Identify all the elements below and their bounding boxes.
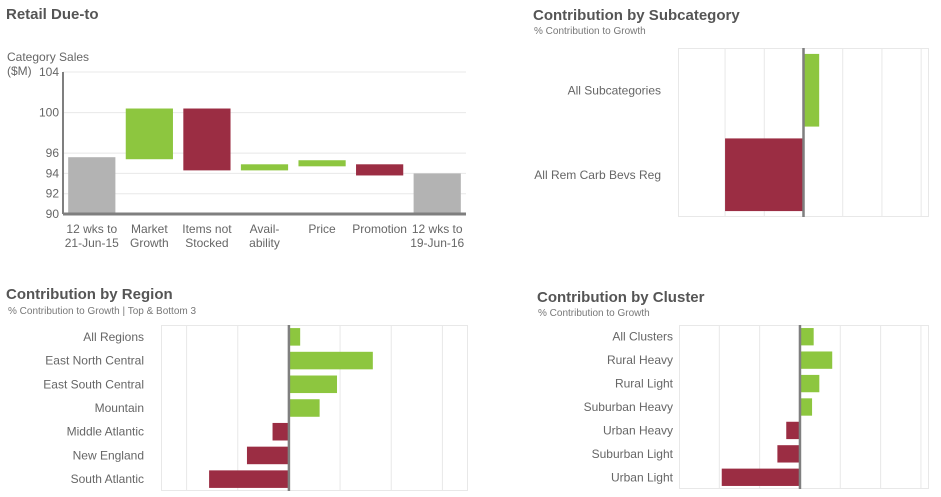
region-bar [288,375,338,394]
region-category-label: East North Central [45,354,144,368]
region-category-label: All Regions [83,330,144,344]
waterfall-bar [183,108,231,171]
region-bar [272,422,289,441]
cluster-category-label: Suburban Heavy [584,400,673,414]
waterfall-ylabel-line1: Category Sales [7,50,90,64]
cluster-bar [799,398,813,416]
cluster-bar [786,421,800,440]
waterfall-ytick-label: 94 [46,166,60,180]
region-category-label: New England [73,448,144,462]
cluster-category-label: Urban Light [611,470,674,484]
cluster-bar [721,468,800,486]
cluster-bar [777,445,800,463]
cluster-category-label: Urban Heavy [603,423,673,437]
region-bar [209,470,289,488]
waterfall-ytick-label: 104 [39,65,59,79]
waterfall-category-label: 12 wks to [412,222,463,236]
waterfall-bar [298,160,346,167]
cluster-category-label: Suburban Light [592,447,674,461]
waterfall-category-label: 21-Jun-15 [65,236,119,250]
region-bar [288,351,373,370]
subcategory-category-label: All Subcategories [568,83,661,97]
waterfall-ytick-label: 100 [39,106,59,120]
waterfall-category-label: Price [308,222,336,236]
waterfall-bar [413,173,461,214]
cluster-plot-frame [679,325,929,489]
region-category-label: South Atlantic [71,472,144,486]
waterfall-category-label: 19-Jun-16 [410,236,464,250]
subcategory-subtitle: % Contribution to Growth [534,26,646,37]
waterfall-bar [125,108,173,160]
region-bar [288,399,320,417]
region-category-label: East South Central [43,377,144,391]
cluster-title: Contribution by Cluster [537,289,705,306]
subcategory-bar [803,53,820,127]
cluster-category-label: Rural Heavy [607,353,673,367]
waterfall-ytick-label: 96 [46,146,60,160]
region-bar [288,328,301,346]
subcategory-bar [725,138,804,212]
waterfall-category-label: Market [131,222,168,236]
cluster-bar [799,351,833,369]
subcategory-category-label: All Rem Carb Bevs Reg [534,168,661,182]
region-plot-frame [161,325,468,491]
waterfall-category-label: Promotion [352,222,407,236]
waterfall-category-label: ability [249,236,280,250]
region-title: Contribution by Region [6,286,173,303]
waterfall-category-label: Growth [130,236,169,250]
region-subtitle: % Contribution to Growth | Top & Bottom … [8,306,197,317]
cluster-category-label: All Clusters [612,330,673,344]
waterfall-title: Retail Due-to [6,6,99,23]
waterfall-bar [68,157,116,214]
waterfall-category-label: Stocked [185,236,228,250]
waterfall-bar [240,164,289,171]
waterfall-category-label: 12 wks to [66,222,117,236]
cluster-bar [799,328,814,346]
region-category-label: Middle Atlantic [67,425,144,439]
waterfall-category-label: Items not [182,222,232,236]
waterfall-category-label: Avail- [250,222,280,236]
cluster-category-label: Rural Light [615,377,674,391]
waterfall-ytick-label: 92 [46,187,60,201]
cluster-bar [799,374,820,393]
region-bar [246,446,289,465]
waterfall-ylabel-line2: ($M) [7,64,32,78]
subcategory-title: Contribution by Subcategory [533,7,740,24]
cluster-subtitle: % Contribution to Growth [538,308,650,319]
waterfall-bar [356,164,404,176]
waterfall-ytick-label: 90 [46,207,60,221]
region-category-label: Mountain [95,401,144,415]
